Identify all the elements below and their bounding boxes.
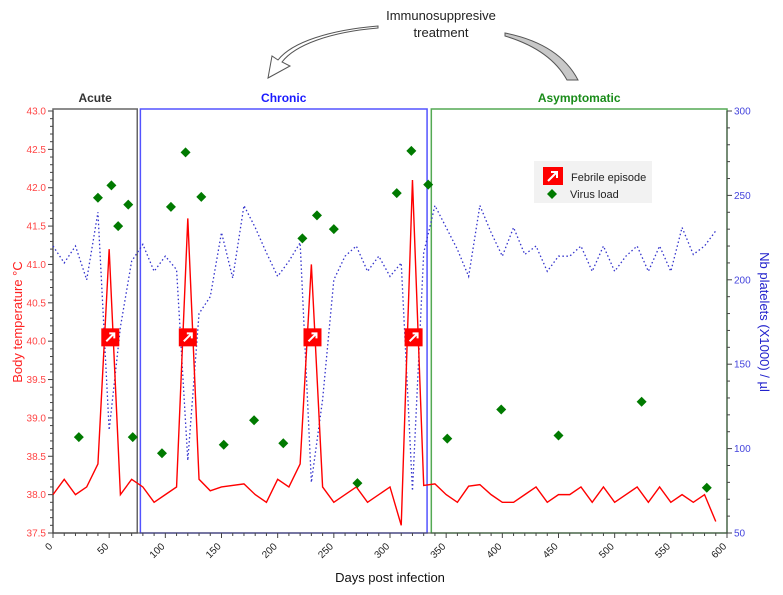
- virus-load-point: [127, 432, 138, 443]
- series: [52, 145, 717, 526]
- virus-load-point: [328, 224, 339, 235]
- febrile-arrow-icon: [307, 332, 318, 343]
- virus-load-point: [73, 432, 84, 443]
- legend: Febrile episode Virus load: [534, 161, 652, 203]
- virus-load-point: [165, 201, 176, 212]
- annotation-line1: Immunosuppresive: [386, 8, 496, 23]
- legend-febrile-label: Febrile episode: [571, 172, 646, 184]
- phase-label-acute: Acute: [78, 91, 112, 105]
- x-tick-label: 400: [485, 541, 505, 561]
- virus-load-point: [311, 210, 322, 221]
- virus-load-point: [406, 145, 417, 156]
- y-axis-right-label: Nb platelets (X1000) / µl: [757, 252, 772, 392]
- y-right-tick-label: 100: [734, 444, 751, 455]
- febrile-arrow-icon: [105, 332, 116, 343]
- annotation: Immunosuppresive treatment: [267, 8, 579, 81]
- x-tick-label: 300: [373, 541, 393, 561]
- y-right-tick-label: 300: [734, 107, 751, 118]
- virus-load-point: [278, 438, 289, 449]
- x-tick-label: 100: [148, 541, 168, 561]
- legend-virus-label: Virus load: [570, 189, 619, 201]
- x-tick-label: 200: [260, 541, 280, 561]
- y-left-tick-label: 38.5: [27, 452, 47, 463]
- x-tick-label: 600: [710, 541, 730, 561]
- y-left-tick-label: 41.5: [27, 222, 47, 233]
- virus-load-point: [92, 192, 103, 203]
- y-left-tick-label: 41.0: [27, 260, 47, 271]
- curved-arrow-left-icon: [267, 25, 379, 79]
- x-tick-label: 350: [429, 541, 449, 561]
- virus-load-point: [352, 478, 363, 489]
- x-tick-label: 150: [204, 541, 224, 561]
- febrile-arrow-icon: [183, 332, 193, 343]
- virus-load-point: [297, 233, 308, 244]
- y-axis-left-label: Body temperature °C: [10, 261, 25, 383]
- virus-load-point: [496, 404, 507, 415]
- phase-boxes: Acute Chronic Asymptomatic: [52, 91, 728, 534]
- y-left-tick-label: 42.5: [27, 145, 47, 156]
- virus-load-point: [391, 188, 402, 199]
- virus-load-point: [180, 147, 191, 158]
- y-right-tick-label: 250: [734, 191, 751, 202]
- x-tick-label: 550: [653, 541, 673, 561]
- y-left-tick-label: 40.5: [27, 298, 47, 309]
- phase-label-asymptomatic: Asymptomatic: [538, 91, 621, 105]
- temperature-line: [52, 180, 717, 526]
- y-left-tick-label: 43.0: [27, 107, 47, 118]
- x-axis-label: Days post infection: [335, 570, 445, 585]
- y-right-tick-label: 200: [734, 275, 751, 286]
- curved-arrow-right-icon: [504, 32, 579, 81]
- y-left-tick-label: 40.0: [27, 337, 47, 348]
- virus-load-point: [106, 180, 117, 191]
- annotation-line2: treatment: [414, 25, 469, 40]
- legend-febrile-arrow-icon: [547, 171, 558, 182]
- virus-load-point: [636, 396, 647, 407]
- legend-virus-marker: [547, 189, 557, 199]
- y-right-tick-label: 50: [734, 529, 746, 540]
- virus-load-point: [423, 179, 434, 190]
- x-tick-label: 50: [96, 541, 112, 557]
- virus-load-point: [123, 199, 134, 210]
- x-tick-label: 450: [541, 541, 561, 561]
- phase-label-chronic: Chronic: [261, 91, 307, 105]
- y-left-tick-label: 37.5: [27, 529, 47, 540]
- x-tick-label: 250: [316, 541, 336, 561]
- x-tick-label: 500: [597, 541, 617, 561]
- y-right-tick-label: 150: [734, 360, 751, 371]
- y-left-tick-label: 39.5: [27, 375, 47, 386]
- y-left-tick-label: 38.0: [27, 490, 47, 501]
- virus-load-point: [113, 221, 124, 232]
- virus-load-point: [218, 439, 229, 450]
- y-left-tick-label: 42.0: [27, 183, 47, 194]
- virus-load-point: [156, 448, 167, 459]
- virus-load-point: [249, 415, 260, 426]
- virus-load-point: [196, 191, 207, 202]
- virus-load-point: [701, 482, 712, 493]
- y-left-tick-label: 39.0: [27, 413, 47, 424]
- virus-load-point: [442, 433, 453, 444]
- febrile-arrow-icon: [408, 332, 419, 343]
- x-tick-label: 0: [43, 541, 55, 553]
- virus-load-point: [553, 430, 564, 441]
- platelets-line: [52, 203, 717, 491]
